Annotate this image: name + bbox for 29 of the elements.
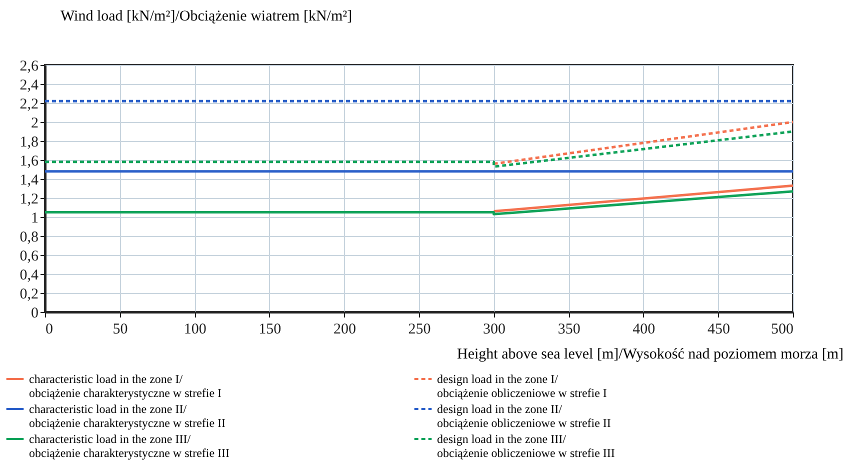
y-tick-label: 0,8 — [20, 230, 38, 246]
x-tick-label: 400 — [632, 322, 656, 338]
y-tick-label: 2,2 — [20, 96, 38, 112]
x-tick-label: 150 — [258, 322, 282, 338]
y-tick-label: 1,4 — [20, 172, 39, 188]
y-tick-label: 1,6 — [20, 154, 39, 170]
y-tick-label: 0,4 — [20, 268, 39, 284]
x-tick-label: 350 — [558, 322, 580, 338]
y-tick-label: 0,2 — [20, 286, 38, 302]
y-tick-label: 2,6 — [20, 58, 39, 74]
x-tick-label: 100 — [184, 322, 206, 338]
x-tick-label: 50 — [112, 322, 128, 338]
x-tick-label: 300 — [483, 322, 506, 338]
y-axis-title: Wind load [kN/m²]/Obciążenie wiatrem [kN/m²] — [60, 8, 352, 24]
x-axis-title: Height above sea level [m]/Wysokość nad poziomem morza [m] — [457, 346, 844, 362]
legend-label: design load in the zone III/ obciążenie obliczeniowe w strefie III — [437, 432, 615, 460]
y-tick-label: 2,4 — [20, 78, 39, 94]
y-tick-label: 1,2 — [20, 192, 38, 208]
legend-label: characteristic load in the zone III/ obciążenie charakterystyczne w strefie III — [29, 432, 230, 460]
y-tick-label: 0 — [31, 306, 38, 322]
x-tick-label: 450 — [707, 322, 730, 338]
y-tick-label: 2 — [31, 116, 38, 132]
x-tick-label: 0 — [46, 322, 53, 338]
x-tick-label: 200 — [333, 322, 356, 338]
x-tick-label: 250 — [408, 322, 431, 338]
y-tick-label: 1,8 — [20, 134, 38, 150]
x-tick-label: 500 — [771, 322, 794, 338]
y-tick-label: 0,6 — [20, 248, 39, 264]
y-tick-label: 1 — [31, 210, 38, 226]
